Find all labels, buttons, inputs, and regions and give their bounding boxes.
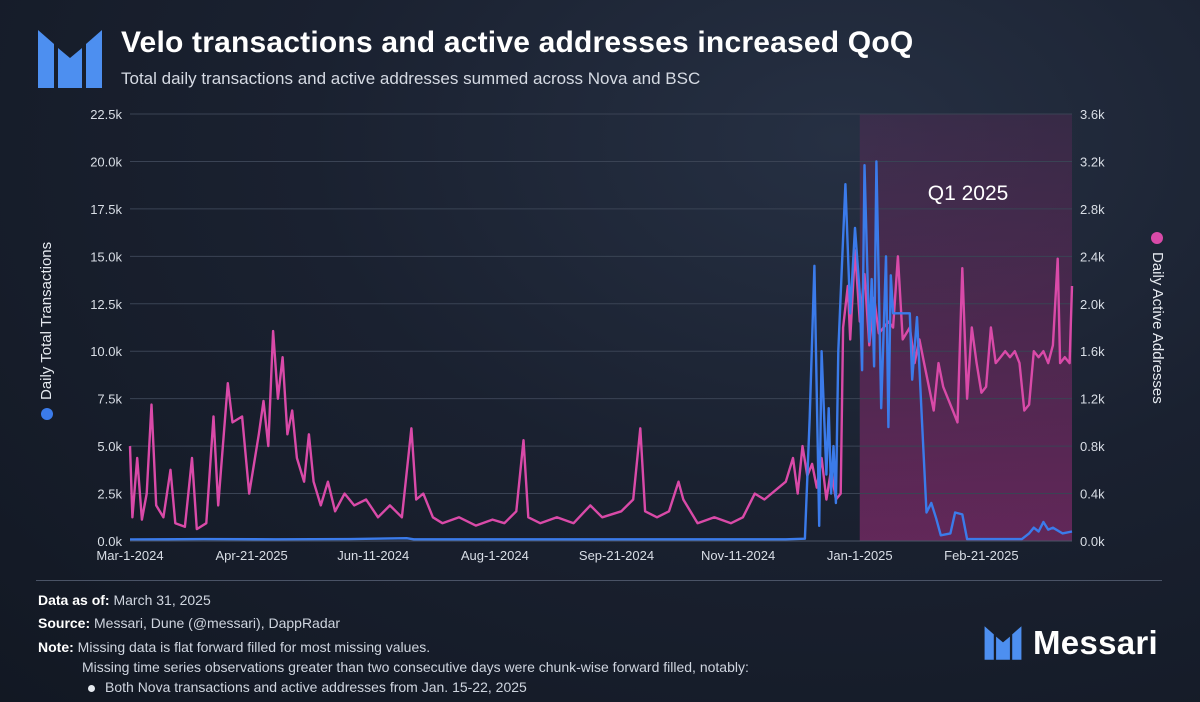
y-right-tick-label: 1.2k — [1080, 392, 1105, 407]
y-right-tick-label: 1.6k — [1080, 344, 1105, 359]
y-left-tick-label: 15.0k — [90, 249, 122, 264]
note-label: Note: — [38, 639, 74, 655]
left-axis-title: Daily Total Transactions — [38, 242, 55, 420]
y-left-tick-label: 10.0k — [90, 344, 122, 359]
note-line: Note: Missing data is flat forward fille… — [38, 639, 430, 655]
right-axis-title: Daily Active Addresses — [1149, 232, 1166, 404]
y-right-tick-label: 0.4k — [1080, 487, 1105, 502]
dual-axis-line-chart: 0.0k 2.5k 5.0k 7.5k 10.0k 12.5k 15.0k 17.5k 20.0… — [90, 107, 1105, 563]
y-right-tick-label: 3.2k — [1080, 154, 1105, 169]
data-as-of-value: March 31, 2025 — [113, 592, 211, 608]
footer-divider — [36, 580, 1162, 581]
y-right-tick-label: 0.0k — [1080, 534, 1105, 549]
y-left-tick-label: 2.5k — [97, 487, 122, 502]
y-left-tick-label: 22.5k — [90, 107, 122, 122]
bullet-icon — [88, 684, 95, 692]
note-value: Missing data is flat forward filled for … — [77, 639, 431, 655]
data-as-of-label: Data as of: — [38, 592, 110, 608]
y-left-tick-label: 5.0k — [97, 439, 122, 454]
q1-2025-highlight — [859, 114, 1072, 541]
source-line: Source: Messari, Dune (@messari), DappRa… — [38, 615, 340, 631]
active-addresses-series-line — [128, 249, 1074, 531]
y-left-tick-label: 12.5k — [90, 297, 122, 312]
y-right-tick-label: 2.4k — [1080, 249, 1105, 264]
chart-title: Velo transactions and active addresses i… — [121, 26, 914, 59]
source-label: Source: — [38, 615, 91, 631]
data-as-of: Data as of: March 31, 2025 — [38, 592, 211, 608]
messari-brand-icon — [984, 626, 1022, 660]
transactions-legend-dot — [40, 408, 53, 420]
source-value: Messari, Dune (@messari), DappRadar — [94, 615, 341, 631]
y-left-tick-label: 7.5k — [97, 392, 122, 407]
right-axis-title-text: Daily Active Addresses — [1149, 252, 1166, 404]
y-right-tick-label: 2.0k — [1080, 297, 1105, 312]
active-addresses-legend-dot — [1151, 232, 1164, 244]
y-right-tick-label: 3.6k — [1080, 107, 1105, 122]
x-tick-label: Nov-11-2024 — [701, 548, 775, 563]
y-right-tick-label: 2.8k — [1080, 202, 1105, 217]
note-line-2: Missing time series observations greater… — [82, 659, 749, 675]
left-axis-title-text: Daily Total Transactions — [38, 241, 55, 400]
note-bullet-text: Both Nova transactions and active addres… — [105, 679, 527, 695]
x-tick-label: Jun-11-2024 — [337, 548, 409, 563]
x-tick-label: Jan-1-2025 — [827, 548, 893, 563]
y-left-tick-label: 20.0k — [90, 154, 122, 169]
brand-name: Messari — [1033, 624, 1159, 661]
messari-brand: Messari — [983, 624, 1158, 662]
y-right-tick-label: 0.8k — [1080, 439, 1105, 454]
y-left-tick-label: 17.5k — [90, 202, 122, 217]
transactions-series-line — [129, 160, 1073, 541]
x-tick-label: Feb-21-2025 — [944, 548, 1018, 563]
x-tick-label: Apr-21-2025 — [215, 548, 287, 563]
x-tick-label: Aug-1-2024 — [461, 548, 529, 563]
x-tick-label: Sep-21-2024 — [579, 548, 654, 563]
x-tick-label: Mar-1-2024 — [96, 548, 163, 563]
chart-subtitle: Total daily transactions and active addr… — [121, 69, 701, 88]
q1-2025-label: Q1 2025 — [928, 182, 1009, 205]
messari-logo — [38, 30, 102, 88]
note-bullet-item: Both Nova transactions and active addres… — [88, 679, 527, 695]
y-left-tick-label: 0.0k — [97, 534, 122, 549]
